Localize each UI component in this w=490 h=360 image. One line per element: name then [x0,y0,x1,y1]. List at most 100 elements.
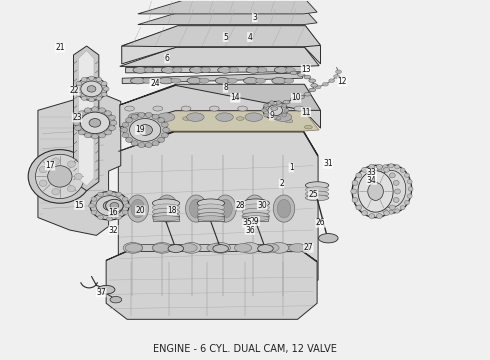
Text: 3: 3 [252,13,257,22]
Ellipse shape [121,127,127,132]
Ellipse shape [377,206,382,210]
Ellipse shape [246,67,261,73]
Ellipse shape [290,98,297,101]
Ellipse shape [305,191,329,197]
Ellipse shape [334,75,340,78]
Text: 17: 17 [45,161,55,170]
Ellipse shape [144,67,154,72]
Ellipse shape [262,244,279,252]
Ellipse shape [107,190,113,195]
Text: 9: 9 [270,111,274,120]
Ellipse shape [262,109,267,112]
Ellipse shape [125,138,132,142]
Ellipse shape [81,96,87,100]
Ellipse shape [207,244,224,252]
Ellipse shape [110,203,119,209]
Polygon shape [153,216,179,221]
Text: 19: 19 [135,126,145,135]
Ellipse shape [268,105,283,116]
Ellipse shape [256,78,266,83]
Ellipse shape [383,209,388,213]
Ellipse shape [131,141,138,146]
Ellipse shape [213,245,228,252]
Polygon shape [198,216,223,221]
Ellipse shape [215,195,236,222]
Ellipse shape [96,77,102,82]
Ellipse shape [368,183,383,201]
Ellipse shape [356,205,362,210]
Ellipse shape [138,125,152,135]
Ellipse shape [89,98,95,102]
Text: 4: 4 [247,33,252,42]
Ellipse shape [244,77,258,84]
Ellipse shape [109,126,116,131]
Ellipse shape [181,106,191,111]
Ellipse shape [107,217,113,221]
Text: 20: 20 [135,206,145,215]
Ellipse shape [39,180,47,186]
Ellipse shape [105,130,111,135]
Ellipse shape [123,243,143,253]
Ellipse shape [271,107,278,111]
Ellipse shape [131,199,145,218]
Polygon shape [78,51,94,186]
Ellipse shape [101,81,107,86]
Polygon shape [119,111,319,131]
Ellipse shape [109,115,116,120]
Polygon shape [74,46,99,191]
Ellipse shape [180,244,197,252]
Ellipse shape [76,77,107,100]
Polygon shape [122,26,320,47]
Ellipse shape [158,138,165,142]
Ellipse shape [373,201,378,205]
Ellipse shape [376,170,406,207]
Ellipse shape [215,77,230,84]
Polygon shape [106,251,317,319]
Ellipse shape [197,199,224,207]
Ellipse shape [370,180,375,184]
Ellipse shape [238,106,247,111]
Ellipse shape [284,109,289,112]
Text: 10: 10 [292,93,301,102]
Text: 36: 36 [245,225,255,234]
Ellipse shape [407,194,412,198]
Text: 25: 25 [308,190,318,199]
Ellipse shape [52,158,60,164]
Ellipse shape [186,195,207,222]
Ellipse shape [318,234,338,243]
Ellipse shape [376,164,382,169]
Polygon shape [138,8,317,24]
Ellipse shape [76,92,82,96]
Ellipse shape [270,101,274,104]
Ellipse shape [160,199,174,218]
Ellipse shape [297,73,304,76]
Ellipse shape [156,195,178,222]
Ellipse shape [304,75,311,79]
Text: 26: 26 [316,219,325,228]
Ellipse shape [390,173,395,178]
Ellipse shape [152,216,180,221]
Text: 5: 5 [223,33,228,42]
Ellipse shape [146,112,152,117]
Ellipse shape [124,203,130,208]
Ellipse shape [377,168,382,172]
Text: 7: 7 [150,79,155,88]
Ellipse shape [152,208,180,215]
Ellipse shape [78,130,85,135]
Text: 35: 35 [243,219,252,228]
Polygon shape [118,132,318,300]
Ellipse shape [96,96,102,100]
Ellipse shape [356,173,362,178]
Ellipse shape [322,82,328,86]
Ellipse shape [98,285,115,294]
Ellipse shape [407,180,412,184]
Ellipse shape [159,77,173,84]
Ellipse shape [138,112,145,117]
Ellipse shape [395,209,400,213]
Ellipse shape [376,213,382,219]
Text: 34: 34 [367,176,376,185]
Ellipse shape [389,163,393,168]
Ellipse shape [197,208,224,215]
Ellipse shape [92,107,98,112]
Ellipse shape [400,206,405,210]
